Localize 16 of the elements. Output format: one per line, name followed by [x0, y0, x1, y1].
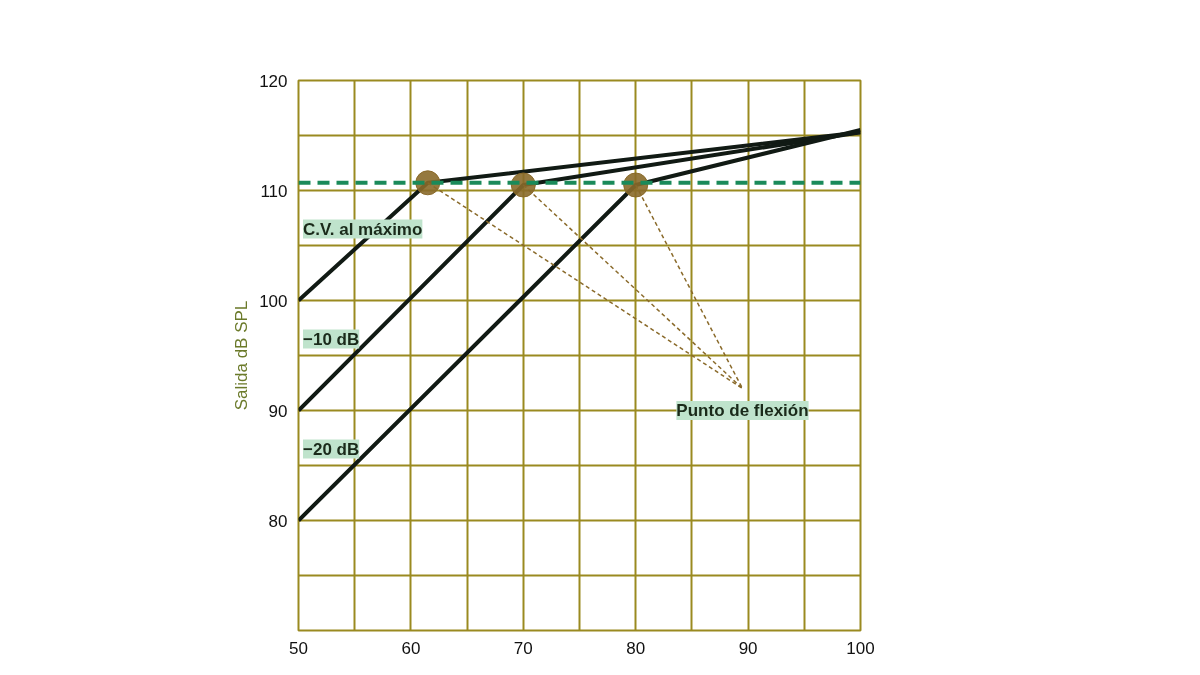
y-tick-label: 80 — [268, 511, 288, 531]
x-tick-label: 50 — [289, 638, 308, 658]
y-tick-label: 90 — [268, 401, 288, 421]
annotation: Punto de flexión — [676, 401, 809, 420]
series-label: C.V. al máximo — [303, 219, 423, 239]
x-tick-label: 100 — [846, 638, 875, 658]
series-label: −10 dB — [303, 329, 360, 349]
y-tick-label: 100 — [259, 291, 288, 311]
x-tick-label: 60 — [401, 638, 421, 658]
x-tick-label: 90 — [738, 638, 758, 658]
x-tick-label: 80 — [626, 638, 646, 658]
y-tick-label: 110 — [260, 181, 288, 201]
y-axis-title: Salida dB SPL — [232, 300, 252, 411]
y-tick-label: 120 — [259, 71, 288, 91]
x-tick-label: 70 — [513, 638, 533, 658]
series-label: −20 dB — [303, 439, 360, 459]
